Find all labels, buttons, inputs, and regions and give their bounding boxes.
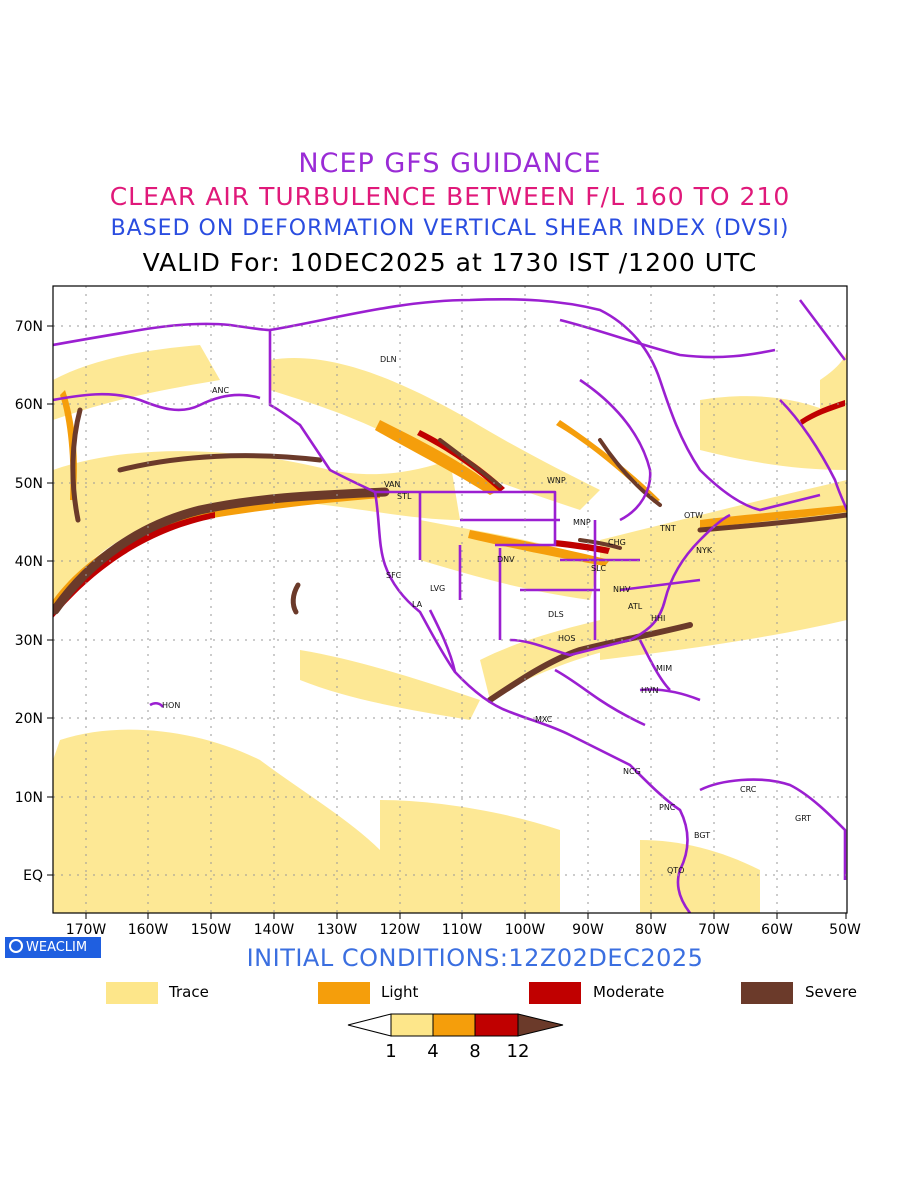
legend-swatch xyxy=(106,982,158,1004)
legend-label: Moderate xyxy=(593,983,665,1001)
city-label: DLN xyxy=(380,355,397,364)
lon-label: 140W xyxy=(254,922,295,938)
colorbar-tick: 12 xyxy=(507,1041,530,1062)
city-label: STL xyxy=(397,492,412,501)
city-label: LVG xyxy=(430,584,445,593)
legend-swatch xyxy=(529,982,581,1004)
turbulence-map: ANC DLN VAN STL WNP MNP OTW TNT NYK CHG … xyxy=(15,285,861,938)
map-frame xyxy=(52,285,848,914)
lon-label: 150W xyxy=(191,922,232,938)
city-labels: ANC DLN VAN STL WNP MNP OTW TNT NYK CHG … xyxy=(162,355,811,875)
city-label: OTW xyxy=(684,511,703,520)
colorbar-segment xyxy=(390,1013,434,1037)
title-valid-time: VALID For: 10DEC2025 at 1730 IST /1200 U… xyxy=(142,248,758,277)
city-label: BGT xyxy=(694,831,710,840)
trace-turbulence-areas xyxy=(53,345,847,913)
city-label: CRC xyxy=(740,785,757,794)
city-label: SFC xyxy=(386,571,402,580)
initial-conditions: INITIAL CONDITIONS:12Z02DEC2025 xyxy=(246,944,704,972)
colorbar-segment xyxy=(474,1013,519,1037)
city-label: GRT xyxy=(795,814,811,823)
lat-label: 40N xyxy=(15,554,43,570)
longitude-axis: 170W 160W 150W 140W 130W 120W 110W 100W … xyxy=(66,913,861,938)
city-label: HOS xyxy=(558,634,575,643)
city-label: HVN xyxy=(641,686,658,695)
city-label: NCG xyxy=(623,767,641,776)
city-label: MIM xyxy=(656,664,672,673)
lon-label: 160W xyxy=(128,922,169,938)
city-label: SLC xyxy=(591,564,607,573)
city-label: ANC xyxy=(212,386,229,395)
lat-label: 30N xyxy=(15,633,43,649)
lon-label: 90W xyxy=(572,922,604,938)
city-label: MXC xyxy=(535,715,553,724)
colorbar-tick: 4 xyxy=(427,1041,438,1062)
lat-label: 20N xyxy=(15,711,43,727)
city-label: DLS xyxy=(548,610,564,619)
lon-label: 50W xyxy=(829,922,861,938)
title-model: NCEP GFS GUIDANCE xyxy=(298,148,602,179)
city-label: CHG xyxy=(608,538,626,547)
legend-label: Trace xyxy=(169,983,209,1001)
lon-label: 60W xyxy=(761,922,793,938)
lon-label: 110W xyxy=(442,922,483,938)
city-label: DNV xyxy=(497,555,515,564)
lat-label: EQ xyxy=(23,868,43,884)
city-label: HON xyxy=(162,701,180,710)
title-index: BASED ON DEFORMATION VERTICAL SHEAR INDE… xyxy=(110,216,790,241)
lat-lon-grid xyxy=(53,286,847,913)
colorbar-tick: 8 xyxy=(469,1041,480,1062)
colorbar-high-arrow xyxy=(517,1013,564,1037)
legend-swatch xyxy=(318,982,370,1004)
severe-turbulence-areas xyxy=(53,407,847,703)
city-label: ATL xyxy=(628,602,643,611)
lat-label: 70N xyxy=(15,319,43,335)
legend-label: Light xyxy=(381,983,419,1001)
latitude-axis: 70N 60N 50N 40N 30N 20N 10N EQ xyxy=(15,319,53,884)
lat-label: 50N xyxy=(15,476,43,492)
lat-label: 60N xyxy=(15,397,43,413)
city-label: NYK xyxy=(696,546,713,555)
colorbar-tick: 1 xyxy=(385,1041,396,1062)
lon-label: 70W xyxy=(698,922,730,938)
colorbar-low-arrow xyxy=(347,1013,392,1037)
city-label: NHV xyxy=(613,585,631,594)
city-label: VAN xyxy=(384,480,400,489)
city-label: WNP xyxy=(547,476,566,485)
logo-circle-icon xyxy=(9,939,23,953)
city-label: MNP xyxy=(573,518,591,527)
city-label: HHI xyxy=(651,614,665,623)
city-label: TNT xyxy=(659,524,676,533)
lon-label: 100W xyxy=(505,922,546,938)
lon-label: 80W xyxy=(635,922,667,938)
title-product: CLEAR AIR TURBULENCE BETWEEN F/L 160 TO … xyxy=(109,182,791,211)
colorbar-segment xyxy=(432,1013,476,1037)
lon-label: 130W xyxy=(317,922,358,938)
logo-text: WEACLIM xyxy=(26,940,88,955)
lon-label: 120W xyxy=(380,922,421,938)
city-label: LA xyxy=(412,600,423,609)
lon-label: 170W xyxy=(66,922,107,938)
lat-label: 10N xyxy=(15,790,43,806)
legend-label: Severe xyxy=(805,983,857,1001)
city-label: PNC xyxy=(659,803,676,812)
city-label: QTO xyxy=(667,866,684,875)
legend-swatch xyxy=(741,982,793,1004)
weaclim-logo: WEACLIM xyxy=(5,937,101,958)
